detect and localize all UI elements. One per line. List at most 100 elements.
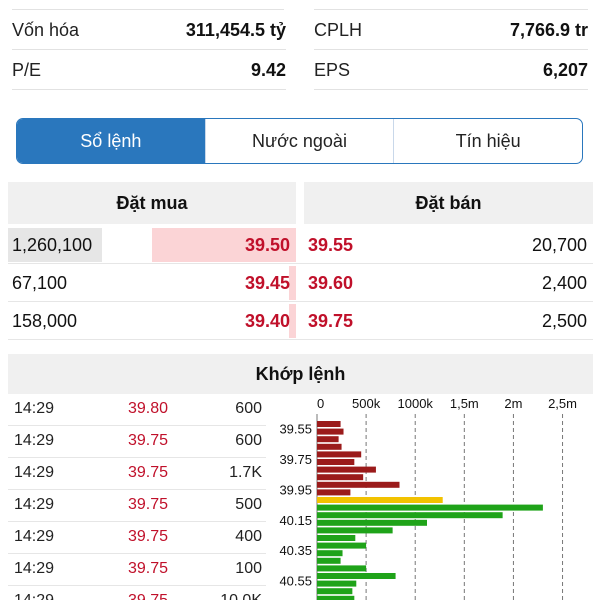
trade-price: 39.75 (127, 496, 168, 513)
buy-volume: 158,000 (12, 311, 78, 331)
chart-x-tick-label: 0 (317, 396, 324, 411)
trade-row: 14:29 39.75 600 (8, 426, 266, 458)
chart-bar (317, 519, 427, 526)
chart-bar (317, 497, 443, 503)
chart-bar (317, 512, 503, 519)
divider (314, 89, 588, 90)
chart-y-tick-label: 39.95 (279, 482, 312, 497)
divider (8, 457, 266, 458)
trade-volume: 10.0K (220, 586, 262, 600)
chart-bar (317, 436, 339, 443)
trade-volume: 400 (235, 528, 262, 545)
trade-price: 39.75 (128, 586, 168, 600)
chart-bar (317, 535, 356, 541)
chart-x-tick-label: 1000k (398, 396, 434, 411)
chart-y-tick-label: 40.35 (279, 543, 312, 558)
chart-bar (317, 421, 341, 427)
stat-label: CPLH (314, 19, 363, 40)
trade-time: 14:29 (14, 528, 55, 545)
chart-bar (317, 451, 362, 458)
sell-volume: 2,400 (541, 273, 587, 293)
sell-header: Đặt bán (304, 182, 593, 224)
stat-label: P/E (12, 59, 42, 80)
buy-depth-bar (289, 304, 296, 338)
sell-volume: 20,700 (531, 235, 587, 255)
buy-price: 39.45 (244, 273, 290, 293)
stat-label: EPS (314, 59, 351, 80)
chart-bar (317, 481, 400, 488)
chart-bar (317, 565, 367, 572)
buy-price: 39.50 (244, 235, 290, 255)
trade-time: 14:29 (14, 560, 55, 577)
tab-order-book[interactable]: Sổ lệnh (17, 119, 205, 163)
orderbook-row[interactable]: 67,100 39.45 39.60 2,400 (8, 264, 593, 302)
chart-bar (317, 527, 393, 534)
trade-row: 14:29 39.75 10.0K (8, 586, 266, 600)
divider (8, 553, 266, 554)
trade-time: 14:29 (14, 586, 54, 600)
buy-depth-bar (289, 266, 296, 300)
trade-price: 39.75 (127, 464, 168, 481)
trade-price: 39.80 (127, 400, 168, 417)
tab-foreign[interactable]: Nước ngoài (204, 119, 394, 163)
trade-volume: 500 (235, 496, 262, 513)
divider (8, 425, 266, 426)
stat-pe: P/E 9.42 (12, 50, 286, 90)
chart-x-tick-label: 2m (504, 396, 522, 411)
buy-header: Đặt mua (8, 182, 296, 224)
chart-bar (317, 573, 396, 579)
chart-y-tick-label: 40.55 (279, 574, 312, 589)
divider (8, 521, 266, 522)
divider (8, 489, 266, 490)
stat-value: 311,454.5 tỷ (185, 19, 286, 40)
orderbook-row[interactable]: 1,260,100 39.50 39.55 20,700 (8, 226, 593, 264)
chart-bar (317, 489, 351, 496)
trade-volume: 600 (235, 432, 262, 449)
stat-label: Vốn hóa (12, 19, 80, 40)
divider (314, 49, 588, 50)
tab-signals[interactable]: Tín hiệu (393, 119, 582, 163)
orderbook-row[interactable]: 158,000 39.40 39.75 2,500 (8, 302, 593, 340)
trade-row: 14:29 39.75 100 (8, 554, 266, 586)
trade-row: 14:29 39.80 600 (8, 394, 266, 426)
chart-bar (317, 466, 376, 473)
stat-shares-outstanding: CPLH 7,766.9 tr (314, 10, 588, 50)
chart-bar (317, 557, 341, 564)
divider (8, 339, 593, 340)
chart-y-tick-label: 39.75 (279, 452, 312, 467)
stat-eps: EPS 6,207 (314, 50, 588, 90)
stat-value: 6,207 (542, 59, 588, 80)
trade-list[interactable]: 14:29 39.80 600 14:29 39.75 600 14:29 39… (8, 394, 266, 600)
sell-price: 39.60 (308, 273, 354, 293)
chart-x-tick-label: 1,5m (450, 396, 479, 411)
segmented-tabs: Sổ lệnh Nước ngoài Tín hiệu (16, 118, 583, 164)
matches-header: Khớp lệnh (8, 354, 593, 394)
buy-price: 39.40 (244, 311, 290, 331)
divider (8, 585, 266, 586)
chart-bar (317, 588, 353, 595)
chart-bar (317, 443, 342, 450)
chart-bar (317, 580, 357, 587)
trade-row: 14:29 39.75 1.7K (8, 458, 266, 490)
volume-by-price-chart: 0 500k 1000k 1,5m 2m 2,5m 39.55 39.75 39.95 40.15… (279, 396, 577, 600)
divider (12, 49, 286, 50)
trade-price: 39.75 (127, 560, 168, 577)
buy-volume: 1,260,100 (12, 235, 93, 255)
divider (8, 263, 593, 264)
stat-value: 7,766.9 tr (509, 19, 588, 40)
divider (8, 301, 593, 302)
chart-bar (317, 550, 343, 557)
chart-bar (317, 542, 367, 549)
sell-price: 39.55 (308, 235, 354, 255)
sell-volume: 2,500 (541, 311, 587, 331)
trade-time: 14:29 (14, 400, 55, 417)
trade-volume: 600 (235, 400, 262, 417)
buy-volume: 67,100 (12, 273, 68, 293)
trade-volume: 1.7K (229, 464, 262, 481)
trade-volume: 100 (235, 560, 262, 577)
chart-bar (317, 595, 355, 600)
stat-market-cap: Vốn hóa 311,454.5 tỷ (12, 10, 286, 50)
trade-price: 39.75 (127, 528, 168, 545)
stats-panel: Vốn hóa 311,454.5 tỷ P/E 9.42 CPLH 7,766… (0, 0, 600, 92)
trade-time: 14:29 (14, 432, 55, 449)
